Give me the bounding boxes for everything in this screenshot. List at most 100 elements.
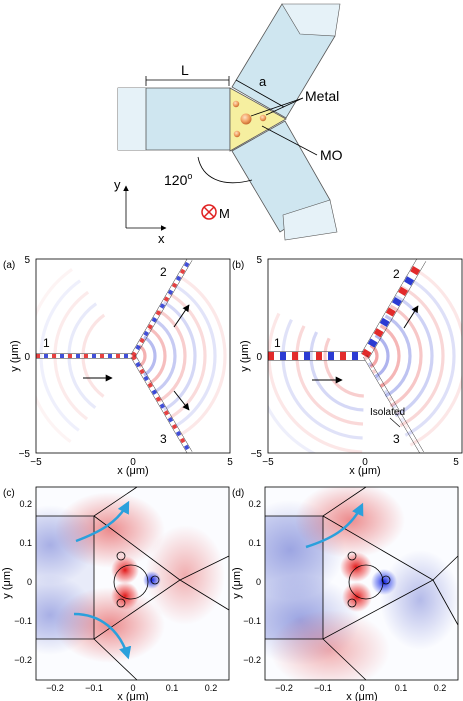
guide-b-port3-4 <box>379 382 385 388</box>
ripple-b-2 <box>379 324 401 388</box>
guide-b-port3-10 <box>404 424 409 430</box>
label-angle: 120o <box>164 171 192 188</box>
guide-a-port3-10 <box>171 423 178 430</box>
x-tick-d-1: −0.1 <box>314 683 332 693</box>
guide-b-port3-8 <box>396 410 401 416</box>
geometry-lines-c <box>36 486 230 681</box>
ripple-a-back-4 <box>36 267 73 443</box>
guide-a-port2-10 <box>171 282 178 289</box>
ripple-b-back-4 <box>268 312 363 453</box>
guide-a-port2-edge-b <box>130 259 188 355</box>
x-tick-c-0: −0.2 <box>46 683 64 693</box>
guide-b-port2-8 <box>410 266 421 276</box>
y-tick-b-2: −5 <box>251 449 263 460</box>
guide-a-port2-4 <box>147 323 153 330</box>
guide-b-port3-9 <box>400 417 405 423</box>
y-tick-c-3: −0.1 <box>14 616 32 626</box>
port-2-label-b: 2 <box>393 267 400 281</box>
port-1-label-a: 1 <box>43 336 50 350</box>
ripple-b-back-2 <box>295 325 364 426</box>
x-label-d: x (μm) <box>346 691 377 701</box>
x-tick-d-2: 0 <box>359 683 364 693</box>
guide-b-port3-13 <box>418 446 420 449</box>
angle-arc <box>197 156 253 184</box>
y-tick-b-1: 0 <box>256 352 262 363</box>
y-tick-c-1: 0.1 <box>19 538 32 548</box>
x-tick-b-2: 5 <box>453 457 459 468</box>
isolated-label-b: Isolated <box>370 407 405 418</box>
guide-b-port3-1 <box>367 362 373 368</box>
guide-b-port3-12 <box>412 438 417 443</box>
guide-a-port3-0 <box>131 354 137 361</box>
y-label-d: y (μm) <box>231 567 243 598</box>
field-map-a <box>36 259 227 453</box>
y-axis-c: 0.2 0.1 0 −0.1 −0.2 y (μm) <box>1 499 32 665</box>
field-map-c <box>36 487 229 680</box>
flow-arrow-upper-d <box>305 502 364 549</box>
panel-tag-c: (c) <box>3 488 15 499</box>
x-tick-a-2: 5 <box>227 457 233 468</box>
x-tick-d-4: 0.2 <box>434 683 447 693</box>
guide-a-port3-3 <box>143 375 149 382</box>
guide-b-port2-0 <box>361 348 372 359</box>
guide-a-port3-7 <box>159 403 166 409</box>
metal-particle-center <box>240 113 252 125</box>
ripple-a-7 <box>173 283 217 429</box>
ripple-a-1 <box>143 335 157 377</box>
ripple-a-0 <box>138 344 147 368</box>
axis-y-label: y <box>114 177 121 192</box>
guide-a-port3-edge-a <box>130 357 188 453</box>
guide-b-port2-3 <box>379 317 390 327</box>
guide-a-port2-3 <box>143 330 149 337</box>
guide-b-port3-3 <box>375 375 381 381</box>
guide-b-port3-0 <box>363 355 369 361</box>
ripple-b-0 <box>369 343 379 369</box>
y-tick-c-0: 0.2 <box>19 499 32 509</box>
guide-b-port3-5 <box>383 389 389 395</box>
guide-b-port2-1 <box>367 338 378 348</box>
x-axis-a: −5 0 5 x (μm) <box>30 457 233 477</box>
ripple-b-3 <box>384 314 412 398</box>
panel-tag-a: (a) <box>3 260 15 271</box>
x-label-a: x (μm) <box>117 465 148 477</box>
panel-b: (b) 1 2 3 Isolated −5 0 5 x (μm) 5 0 −5 … <box>232 255 463 477</box>
guide-a-port2-9 <box>167 289 174 295</box>
field-map-d <box>265 487 458 680</box>
x-tick-a-1: 0 <box>130 457 136 468</box>
ripple-b-7 <box>404 275 456 437</box>
label-mo: MO <box>320 147 343 163</box>
magnetization-icon <box>201 204 217 220</box>
guide-b-port3-2 <box>371 369 377 375</box>
y-tick-d-2: 0 <box>256 577 261 587</box>
x-tick-c-4: 0.2 <box>205 683 218 693</box>
guide-a-port3-13 <box>183 444 190 451</box>
ripple-b-8 <box>409 265 462 447</box>
ripple-a-back-3 <box>39 279 82 432</box>
ripple-b-back-1 <box>309 331 364 412</box>
guide-b-port3-6 <box>388 396 393 402</box>
y-tick-d-1: 0.1 <box>248 538 261 548</box>
guide-b-port2-2 <box>373 328 384 338</box>
y-axis-a: 5 0 −5 y (μm) <box>9 255 30 460</box>
ripple-b-back-0 <box>323 337 364 398</box>
ripple-b-6 <box>399 285 445 427</box>
y-label-c: y (μm) <box>1 567 13 598</box>
radiation-ripples-b <box>268 265 462 453</box>
ripple-a-4 <box>158 309 187 403</box>
guide-a-port2-11 <box>175 275 182 282</box>
y-tick-a-2: −5 <box>19 449 31 460</box>
panel-tag-b: (b) <box>232 260 244 271</box>
ripple-b-back-5 <box>268 404 317 453</box>
field-map-b <box>268 259 462 453</box>
ripple-a-2 <box>148 326 167 386</box>
y-axis-b: 5 0 −5 y (μm) <box>239 255 262 460</box>
x-tick-c-3: 0.1 <box>166 683 179 693</box>
y-label-a: y (μm) <box>9 340 21 371</box>
ripple-a-3 <box>153 318 177 394</box>
axis-x-label: x <box>158 231 165 246</box>
guide-a-port2-5 <box>151 317 158 323</box>
waveguide-lower-torn-end <box>282 199 338 241</box>
panel-a: (a) 1 2 3 −5 0 5 x (μm) 5 0 −5 y (μm) <box>3 255 233 477</box>
label-L: L <box>181 62 189 78</box>
